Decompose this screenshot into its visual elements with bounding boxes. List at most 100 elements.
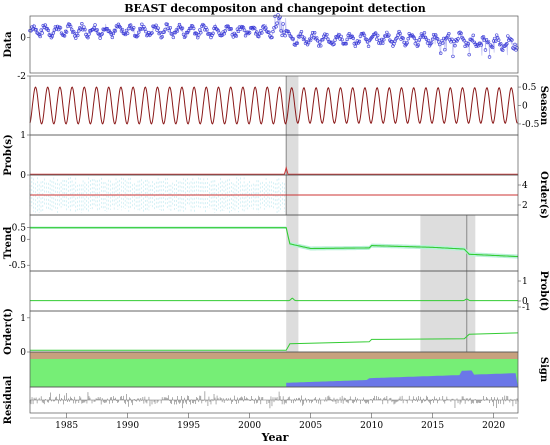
data-point <box>202 24 206 28</box>
data-point <box>416 43 421 47</box>
data-point <box>309 34 314 38</box>
data-point <box>385 30 389 35</box>
sign-zero-band <box>30 352 518 359</box>
y-tick-label: -0.5 <box>522 120 540 130</box>
data-point <box>343 42 347 46</box>
panel-ylabel-order_t: Order(t) <box>3 308 14 355</box>
data-point <box>332 42 336 46</box>
y-tick-label: 1 <box>20 131 26 141</box>
data-point <box>318 40 322 44</box>
data-point <box>405 41 409 45</box>
data-point <box>333 38 337 42</box>
data-point <box>51 31 56 35</box>
data-point <box>243 34 248 38</box>
data-point <box>165 22 169 27</box>
data-point <box>261 25 265 29</box>
data-point <box>500 47 504 52</box>
y-tick-label: 4 <box>522 181 528 191</box>
data-point <box>135 35 139 39</box>
data-point <box>478 41 483 45</box>
data-point <box>380 37 384 42</box>
data-point <box>447 31 451 36</box>
x-axis: 1985 1990 1995 2000 2005 2010 2015 2020 <box>30 413 518 431</box>
data-point <box>265 29 269 34</box>
data-point <box>510 38 514 42</box>
data-point <box>481 35 486 39</box>
data-point <box>456 37 460 41</box>
data-point <box>121 31 126 36</box>
data-point <box>501 48 505 52</box>
data-point <box>275 21 279 25</box>
y-tick-label: 0 <box>20 235 26 245</box>
data-point <box>34 27 38 32</box>
data-point <box>171 35 176 40</box>
data-point <box>77 29 81 33</box>
data-point <box>300 34 305 39</box>
data-point <box>459 31 463 36</box>
data-point <box>401 36 405 41</box>
data-point <box>445 35 449 40</box>
data-point <box>118 25 123 30</box>
x-tick-label: 2015 <box>421 421 444 431</box>
data-point <box>427 44 432 48</box>
data-point <box>306 41 311 45</box>
data-point <box>295 41 300 45</box>
data-point <box>339 34 343 39</box>
data-point <box>353 44 358 48</box>
data-point <box>174 28 179 32</box>
data-point <box>226 24 230 29</box>
data-point <box>99 33 103 37</box>
y-tick-label: 0.5 <box>12 224 27 234</box>
data-point <box>347 32 351 36</box>
data-point <box>55 24 60 29</box>
x-axis-label: Year <box>261 431 289 444</box>
data-point <box>267 30 271 34</box>
data-point <box>180 26 185 30</box>
data-point <box>463 44 467 49</box>
data-point <box>110 35 115 40</box>
data-point <box>136 33 140 38</box>
data-point <box>52 28 57 32</box>
data-point <box>108 30 113 35</box>
data-point <box>381 41 385 45</box>
data-point <box>390 39 394 44</box>
y-tick-label: 1 <box>20 314 26 324</box>
data-point <box>299 29 304 34</box>
data-point <box>374 37 379 41</box>
data-point <box>228 27 232 31</box>
data-point <box>435 37 440 41</box>
data-point <box>496 38 501 42</box>
y-tick-label: 2 <box>522 201 528 211</box>
data-point <box>313 37 318 41</box>
data-point <box>32 24 36 28</box>
data-point <box>68 24 73 29</box>
data-point <box>470 38 474 43</box>
data-point <box>407 31 411 36</box>
data-point <box>490 45 495 50</box>
data-point <box>310 31 315 35</box>
data-point <box>305 42 310 47</box>
data-point <box>402 40 406 45</box>
y-tick-label: 0 <box>522 297 528 307</box>
data-point <box>87 32 91 36</box>
data-point <box>483 48 488 52</box>
data-point <box>144 29 148 34</box>
data-point <box>291 37 296 41</box>
data-point <box>308 38 313 42</box>
data-point <box>154 23 158 28</box>
data-point <box>191 26 196 31</box>
data-point <box>498 42 502 47</box>
y-tick-label: -2 <box>17 72 26 82</box>
y-tick-label: 0 <box>20 171 26 181</box>
data-point <box>279 29 283 33</box>
data-point <box>80 21 84 26</box>
data-series <box>28 13 519 59</box>
data-point <box>462 38 466 43</box>
data-point <box>175 29 180 33</box>
data-point <box>150 31 154 35</box>
data-point <box>76 33 80 38</box>
data-point <box>167 28 171 33</box>
data-point <box>413 41 418 46</box>
x-tick-label: 2020 <box>482 421 505 431</box>
data-point <box>515 46 519 50</box>
